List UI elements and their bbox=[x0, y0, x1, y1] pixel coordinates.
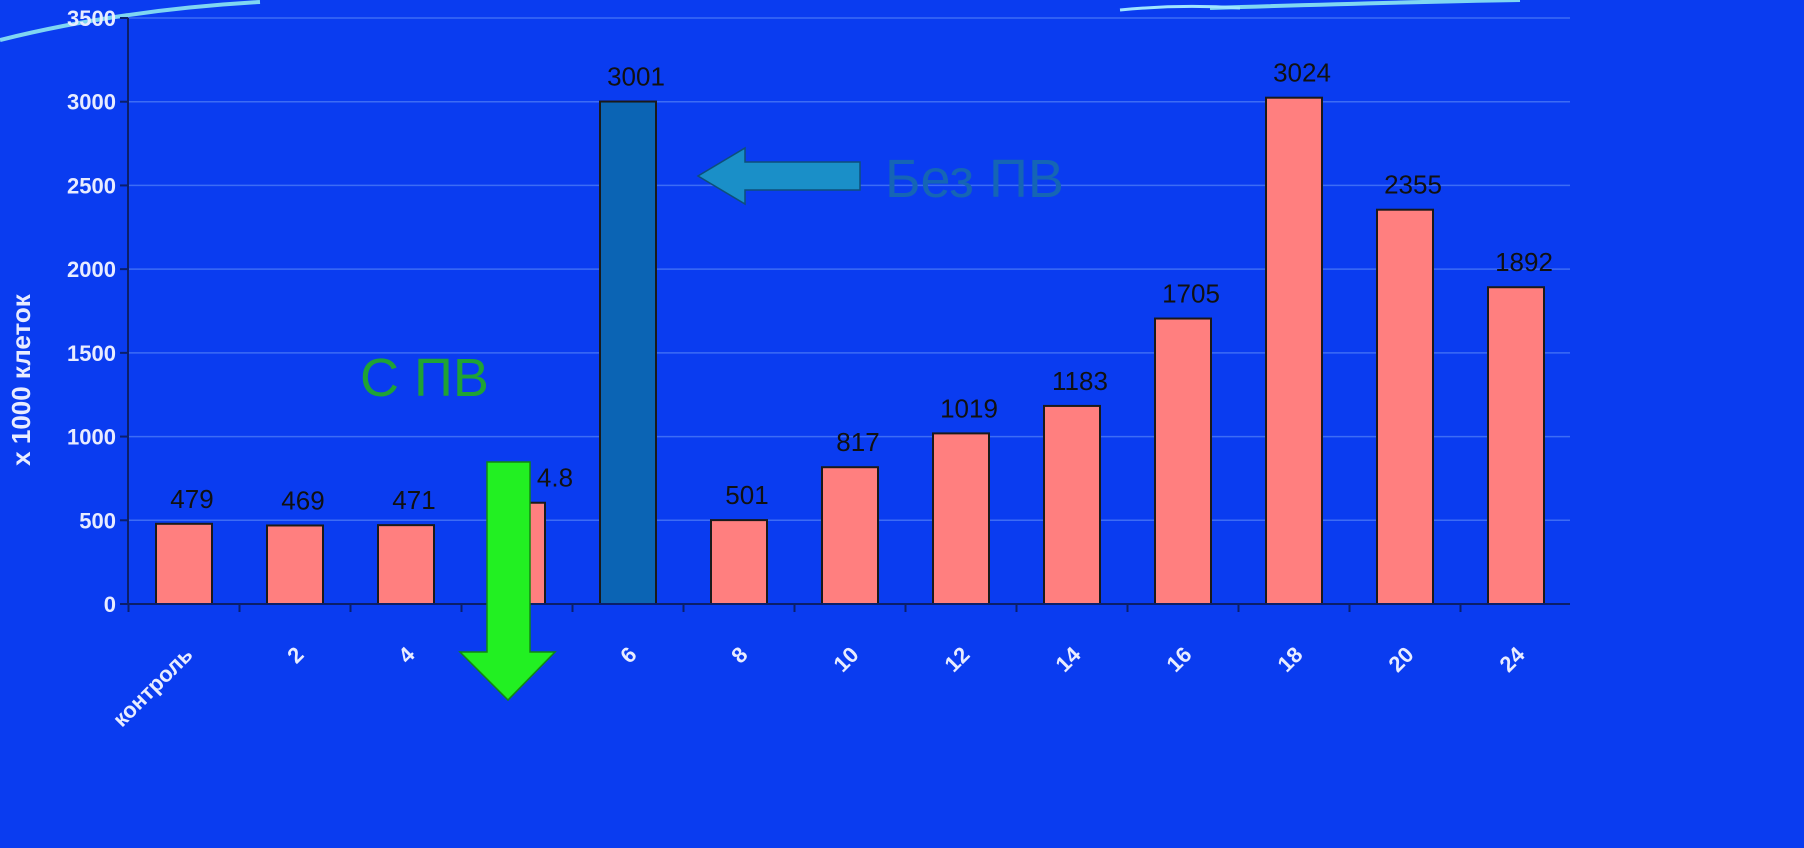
annotation-with-pv: С ПВ bbox=[360, 348, 489, 408]
arrow-down-icon bbox=[458, 461, 557, 702]
bar-9 bbox=[1154, 317, 1212, 605]
value-label-5: 501 bbox=[725, 480, 768, 510]
x-tick-label-11: 20 bbox=[1384, 642, 1419, 677]
bar-7 bbox=[932, 432, 990, 605]
y-tick-label-3500: 3500 bbox=[67, 6, 116, 31]
x-tick-label-6: 10 bbox=[829, 642, 864, 677]
x-tick-label-12: 24 bbox=[1495, 641, 1531, 677]
value-label-3: 4.8 bbox=[537, 463, 573, 493]
value-label-0: 479 bbox=[170, 484, 213, 514]
value-label-9: 1705 bbox=[1162, 279, 1220, 309]
bar-2 bbox=[377, 524, 435, 605]
bar-12 bbox=[1487, 286, 1545, 605]
value-label-10: 3024 bbox=[1273, 58, 1331, 88]
title-decor bbox=[0, 0, 1521, 42]
axes bbox=[127, 18, 1570, 605]
value-label-7: 1019 bbox=[940, 393, 998, 423]
x-tick-label-0: контроль bbox=[108, 642, 198, 732]
x-tick-label-4: 6 bbox=[615, 642, 641, 668]
arrow-left-icon bbox=[696, 146, 861, 206]
value-label-2: 471 bbox=[392, 485, 435, 515]
title-swoosh-left bbox=[0, 0, 261, 42]
bar-0 bbox=[155, 522, 213, 605]
y-tick-label-2500: 2500 bbox=[67, 173, 116, 198]
bar-5 bbox=[710, 519, 768, 605]
x-tick-label-9: 16 bbox=[1162, 642, 1197, 677]
bar-10 bbox=[1265, 96, 1323, 605]
x-tick-label-8: 14 bbox=[1051, 641, 1087, 677]
title-swoosh-right bbox=[1209, 0, 1521, 10]
bar-4 bbox=[599, 100, 657, 606]
x-tick-label-1: 2 bbox=[282, 642, 308, 668]
title-swoosh-mid bbox=[1119, 4, 1241, 12]
y-tick-label-500: 500 bbox=[79, 508, 116, 533]
y-tick-label-2000: 2000 bbox=[67, 257, 116, 282]
value-label-4: 3001 bbox=[607, 62, 665, 92]
y-tick-label-3000: 3000 bbox=[67, 90, 116, 115]
y-axis-label: x 1000 клеток bbox=[6, 293, 36, 466]
value-label-6: 817 bbox=[836, 427, 879, 457]
annotations: Без ПВ С ПВ bbox=[360, 146, 1064, 702]
value-label-12: 1892 bbox=[1495, 247, 1553, 277]
y-tick-label-1500: 1500 bbox=[67, 341, 116, 366]
y-tick-labels: 0 500 1000 1500 2000 2500 3000 3500 bbox=[67, 6, 128, 617]
value-label-1: 469 bbox=[281, 485, 324, 515]
bar-11 bbox=[1376, 208, 1434, 605]
annotation-without-pv: Без ПВ bbox=[885, 149, 1064, 209]
y-tick-label-1000: 1000 bbox=[67, 425, 116, 450]
x-tick-labels: контроль 2 4 6 8 10 12 14 16 18 20 24 bbox=[108, 604, 1530, 732]
bar-6 bbox=[821, 466, 879, 605]
x-tick-label-2: 4 bbox=[393, 641, 420, 668]
x-tick-label-10: 18 bbox=[1273, 642, 1308, 677]
value-labels: 479 469 471 4.8 3001 501 817 1019 1183 1705 3024 23… bbox=[170, 58, 1553, 516]
bar-8 bbox=[1043, 404, 1101, 605]
bar-1 bbox=[266, 524, 324, 606]
value-label-11: 2355 bbox=[1384, 170, 1442, 200]
y-tick-label-0: 0 bbox=[104, 592, 116, 617]
x-tick-label-5: 8 bbox=[726, 642, 752, 668]
value-label-8: 1183 bbox=[1052, 366, 1108, 396]
x-tick-label-7: 12 bbox=[940, 642, 975, 677]
